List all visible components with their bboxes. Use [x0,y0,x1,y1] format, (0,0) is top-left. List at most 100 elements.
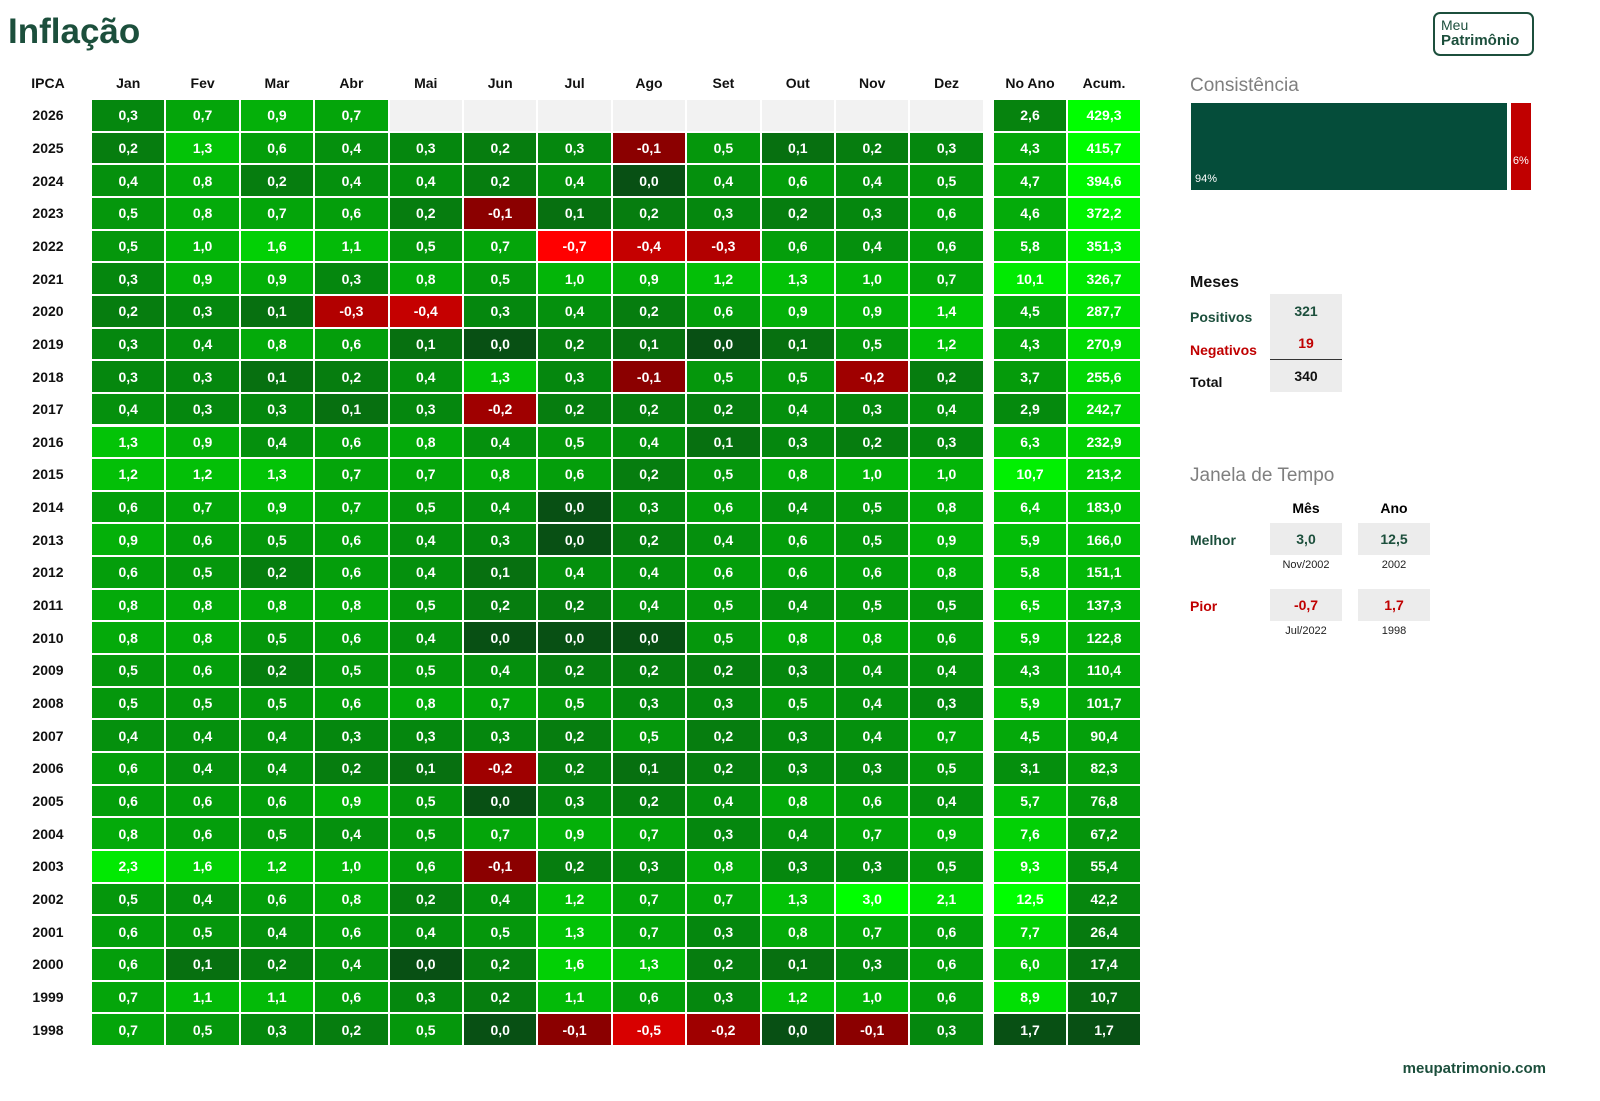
table-cell: 0,2 [537,327,612,361]
table-cell: 0,5 [388,654,463,687]
table-cell: 1,3 [760,882,835,916]
table-cell: 0,5 [686,458,761,491]
table-cell: 270,9 [1067,327,1141,361]
table-cell: 0,2 [314,1013,389,1046]
table-cell: 0,7 [239,196,315,230]
row-label: 2010 [32,629,64,646]
section-title: Meses [1190,274,1239,291]
table-cell: 0,3 [165,392,240,426]
table-cell: 0,8 [165,196,240,230]
column-header: Set [712,75,735,91]
table-cell: 0,8 [165,588,240,622]
table-cell: 9,3 [993,849,1067,883]
table-cell: 0,3 [91,99,166,132]
table-cell: 0,5 [239,523,315,557]
table-cell: 0,0 [760,1013,835,1046]
table-cell: 0,6 [165,654,240,687]
table-cell: 0,7 [611,882,687,916]
table-cell: 0,7 [165,490,240,524]
table-cell: 0,2 [314,752,389,785]
table-cell: 3,0 [835,882,910,916]
table-cell: 0,9 [909,817,984,850]
row-label: 2024 [32,172,64,189]
table-cell: 0,6 [165,784,240,818]
table-cell: -0,1 [611,360,687,393]
table-cell: 0,2 [239,164,315,197]
table-cell: 0,3 [686,980,761,1014]
table-cell: 1,3 [537,915,612,948]
table-cell: 0,8 [909,490,984,524]
table-cell: 0,5 [314,654,389,687]
table-cell: 0,0 [611,621,687,655]
table-cell: 10,7 [993,458,1067,491]
table-cell: 242,7 [1067,392,1141,426]
table-cell: 0,2 [686,752,761,785]
table-cell: 5,9 [993,621,1067,655]
table-cell: 0,4 [463,490,538,524]
table-cell: 1,2 [537,882,612,916]
column-header: Jul [564,75,585,91]
table-cell: 0,3 [91,327,166,361]
value-box: 321 [1270,294,1342,327]
table-cell: 42,2 [1067,882,1141,916]
table-cell: 0,5 [165,556,240,589]
table-cell: 6,3 [993,425,1067,459]
column-header: Dez [934,75,960,91]
table-cell: 0,2 [909,360,984,393]
table-cell: 0,1 [463,556,538,589]
table-cell: 0,6 [314,196,389,230]
row-label: 2021 [32,270,64,287]
table-cell: 4,3 [993,327,1067,361]
table-cell: 0,4 [388,915,463,948]
table-cell: 0,0 [463,621,538,655]
table-cell: 0,0 [388,947,463,981]
note: 1998 [1381,625,1407,637]
table-cell: 0,7 [835,915,910,948]
table-cell: 0,8 [91,817,166,850]
table-cell: 4,7 [993,164,1067,197]
row-label: 2014 [32,499,64,516]
table-cell: 0,7 [314,458,389,491]
table-cell: 1,0 [835,980,910,1014]
row-label: 2015 [32,466,64,483]
table-cell: 0,3 [760,425,835,459]
table-cell: 1,3 [463,360,538,393]
value-box: -0,7 [1270,589,1342,621]
table-cell: 0,6 [239,882,315,916]
table-cell: 0,6 [909,621,984,655]
table-cell: 0,7 [463,686,538,720]
table-cell: 0,6 [909,196,984,230]
table-cell: 0,7 [686,882,761,916]
table-cell: 0,7 [91,980,166,1014]
logo-text: Patrimônio [1441,32,1520,49]
table-cell: 394,6 [1067,164,1141,197]
table-cell: 0,2 [611,196,687,230]
table-cell: 0,7 [165,99,240,132]
table-cell: 0,5 [388,817,463,850]
table-cell: 0,9 [239,262,315,295]
table-cell: 0,1 [388,752,463,785]
empty-cell [463,99,538,132]
table-cell: 0,3 [760,719,835,752]
table-cell: 0,2 [463,131,538,165]
table-cell: 0,8 [760,915,835,948]
table-cell: 0,6 [314,556,389,589]
table-cell: 0,4 [760,817,835,850]
table-cell: 0,5 [239,621,315,655]
table-cell: 0,2 [760,196,835,230]
table-cell: 1,0 [835,262,910,295]
table-cell: 0,6 [314,327,389,361]
table-cell: 0,4 [388,360,463,393]
table-cell: 0,5 [91,229,166,263]
table-cell: 0,4 [165,327,240,361]
table-cell: 0,8 [463,458,538,491]
consistency-bar: 94% 6% [1191,103,1531,190]
table-cell: 0,4 [314,131,389,165]
table-cell: -0,4 [388,294,463,328]
table-cell: -0,1 [611,131,687,165]
table-cell: 0,8 [314,882,389,916]
table-cell: 0,3 [835,392,910,426]
table-cell: 0,1 [611,752,687,785]
table-cell: 3,1 [993,752,1067,785]
table-cell: 0,4 [91,164,166,197]
